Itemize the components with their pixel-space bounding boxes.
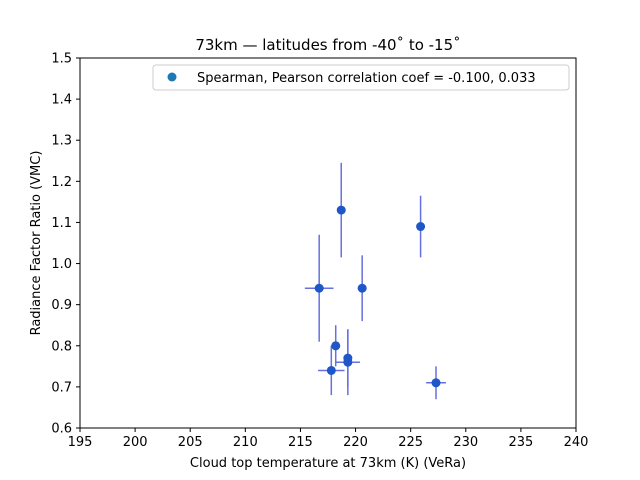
x-tick-label: 235	[508, 435, 533, 450]
y-tick-label: 1.3	[51, 134, 72, 149]
x-tick-label: 210	[233, 435, 258, 450]
y-tick-label: 0.8	[51, 339, 72, 354]
data-point	[431, 378, 441, 388]
x-tick-label: 200	[123, 435, 148, 450]
x-axis: 195 200 205 210 215 220 225 230 235 240	[68, 428, 589, 450]
plot-frame	[79, 57, 577, 429]
y-tick-label: 0.6	[51, 422, 72, 437]
data-point	[331, 341, 341, 351]
y-tick-label: 1.2	[51, 175, 72, 190]
data-point	[416, 222, 426, 232]
points-layer	[314, 205, 441, 388]
data-point	[357, 283, 367, 293]
data-point	[326, 365, 336, 375]
x-tick-label: 220	[343, 435, 368, 450]
x-tick-label: 225	[398, 435, 423, 450]
x-tick-label: 230	[453, 435, 478, 450]
legend-label: Spearman, Pearson correlation coef = -0.…	[197, 71, 536, 86]
x-tick-label: 215	[288, 435, 313, 450]
y-tick-label: 1.1	[51, 216, 72, 231]
legend: Spearman, Pearson correlation coef = -0.…	[152, 64, 570, 91]
x-tick-label: 205	[178, 435, 203, 450]
chart-title: 73km — latitudes from -40˚ to -15˚	[195, 36, 460, 54]
y-tick-label: 1.0	[51, 257, 72, 272]
y-axis-label: Radiance Factor Ratio (VMC)	[29, 151, 44, 336]
y-tick-label: 1.5	[51, 52, 72, 67]
y-tick-label: 0.7	[51, 380, 72, 395]
y-axis: 0.6 0.7 0.8 0.9 1.0 1.1 1.2 1.3 1.4 1.5	[51, 52, 80, 437]
y-tick-label: 1.4	[51, 93, 72, 108]
x-axis-label: Cloud top temperature at 73km (K) (VeRa)	[190, 456, 466, 471]
data-point	[314, 283, 324, 293]
data-point	[343, 357, 353, 367]
legend-box	[152, 64, 570, 91]
x-tick-label: 195	[68, 435, 93, 450]
x-tick-label: 240	[564, 435, 589, 450]
y-tick-label: 0.9	[51, 298, 72, 313]
data-point	[336, 205, 346, 215]
legend-marker	[167, 72, 177, 82]
